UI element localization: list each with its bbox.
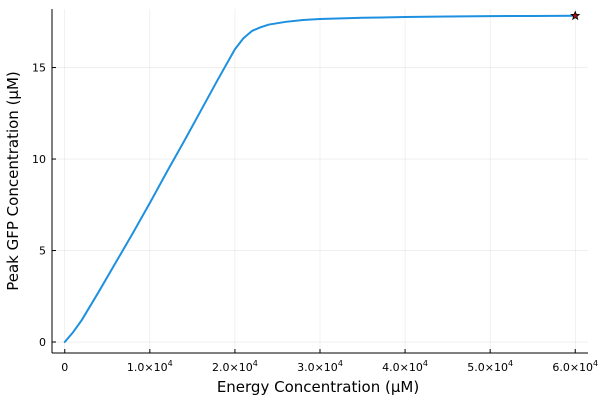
x-tick-label: 4.0×104 — [382, 359, 428, 374]
x-tick-label: 2.0×104 — [212, 359, 258, 374]
y-tick-label: 10 — [32, 153, 46, 166]
x-tick-label: 0 — [61, 361, 68, 374]
series-layer — [63, 14, 577, 344]
y-tick-label: 5 — [39, 245, 46, 258]
y-axis-label: Peak GFP Concentration (μM) — [4, 71, 22, 291]
x-tick-label: 3.0×104 — [297, 359, 343, 374]
y-tick-label: 0 — [39, 336, 46, 349]
axes: 0 1.0×104 2.0×104 3.0×104 4.0×104 5.0×104 6.0×… — [32, 9, 598, 374]
x-tick-label: 6.0×104 — [552, 359, 598, 374]
x-tick-label: 1.0×104 — [127, 359, 173, 374]
x-tick-label: 5.0×104 — [467, 359, 513, 374]
star-marker — [570, 10, 581, 21]
x-axis-label: Energy Concentration (μM) — [217, 378, 419, 396]
series-line — [63, 14, 577, 344]
y-tick-label: 15 — [32, 62, 46, 75]
marker-layer — [570, 10, 581, 21]
grid — [52, 9, 588, 353]
